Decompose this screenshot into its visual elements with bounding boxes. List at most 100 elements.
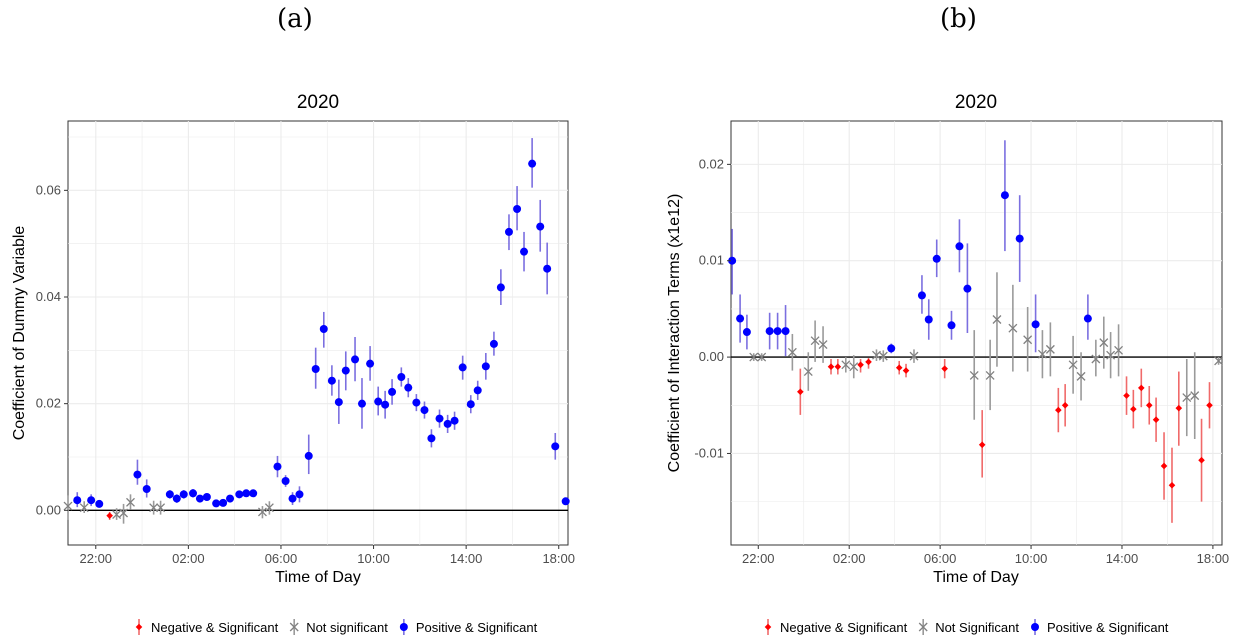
data-point — [466, 400, 475, 409]
data-point — [73, 496, 82, 505]
data-point — [374, 397, 383, 406]
data-point — [1091, 354, 1101, 364]
x-tick-label: 14:00 — [450, 551, 483, 566]
data-point — [841, 360, 851, 370]
x-tick-label: 14:00 — [1106, 551, 1139, 566]
x-tick-label: 10:00 — [1015, 551, 1048, 566]
data-point — [388, 387, 397, 396]
data-point — [133, 470, 142, 479]
y-axis-label-b: Coefficient of Interaction Terms (x1e12) — [666, 194, 683, 473]
y-tick-label: 0.02 — [699, 156, 724, 171]
ticks-b: 22:00 02:00 06:00 10:00 14:00 18:00 -0.01 0.00 0… — [694, 156, 1229, 566]
data-point — [1175, 404, 1183, 412]
data-point — [473, 386, 482, 395]
data-point — [179, 490, 188, 499]
data-point — [63, 501, 73, 511]
data-point — [955, 242, 964, 251]
data-point — [235, 490, 244, 499]
y-tick-label: 0.00 — [699, 349, 724, 364]
data-point — [1106, 350, 1116, 360]
data-point — [742, 328, 751, 337]
data-point — [257, 507, 267, 517]
data-point — [106, 512, 113, 519]
data-point — [226, 494, 235, 503]
data-point — [156, 503, 166, 513]
x-tick-label: 18:00 — [542, 551, 575, 566]
chart-title-a: 2020 — [297, 92, 339, 113]
legend-b: Negative & Significant Not Significant Pos… — [764, 619, 1169, 635]
data-point — [481, 362, 490, 371]
data-point — [1182, 393, 1192, 403]
data-point — [404, 383, 413, 392]
y-tick-label: 0.02 — [36, 396, 61, 411]
x-tick-label: 18:00 — [1197, 551, 1230, 566]
plot-area-b — [730, 120, 1223, 546]
marks-a — [63, 138, 570, 524]
data-point — [381, 400, 390, 409]
data-point — [978, 441, 986, 449]
marks-b — [728, 140, 1224, 523]
data-point — [865, 358, 872, 366]
legend-label: Not significant — [306, 620, 388, 635]
data-point — [757, 352, 767, 362]
data-point — [334, 398, 343, 407]
data-point — [1055, 406, 1062, 414]
data-point — [1152, 416, 1160, 424]
legend-label: Positive & Significant — [416, 620, 538, 635]
data-point — [917, 291, 926, 300]
data-point — [319, 325, 328, 333]
data-point — [412, 398, 421, 407]
legend-label: Positive & Significant — [1047, 620, 1169, 635]
data-point — [264, 503, 274, 513]
data-point — [341, 366, 350, 375]
chart-panel-b: 22:00 02:00 06:00 10:00 14:00 18:00 -0.01 0.00 0… — [666, 92, 1229, 635]
y-tick-label: 0.04 — [36, 289, 61, 304]
data-point — [947, 321, 956, 330]
data-point — [985, 370, 995, 380]
x-tick-label: 02:00 — [833, 551, 866, 566]
data-point — [797, 388, 804, 396]
data-point — [941, 365, 948, 372]
data-point — [1145, 401, 1153, 409]
data-point — [932, 254, 941, 263]
data-point — [902, 367, 910, 374]
data-point — [1000, 191, 1009, 200]
data-point — [765, 327, 774, 336]
data-point — [773, 327, 782, 336]
data-point — [357, 399, 366, 408]
x-tick-label: 22:00 — [80, 551, 113, 566]
ticks-a: 22:00 02:00 06:00 10:00 14:00 18:00 0.00 0.02 0.… — [36, 182, 575, 566]
data-point — [202, 493, 211, 501]
data-point — [1083, 314, 1092, 323]
data-point — [536, 222, 545, 231]
data-point — [1160, 462, 1168, 470]
x-tick-label: 06:00 — [924, 551, 957, 566]
data-point — [803, 367, 813, 377]
data-point — [1138, 384, 1145, 392]
data-point — [1168, 481, 1176, 489]
x-tick-label: 02:00 — [172, 551, 205, 566]
data-point — [969, 370, 979, 380]
data-point — [728, 256, 737, 265]
data-point — [1045, 344, 1055, 354]
data-point — [1031, 320, 1040, 329]
x-tick-label: 10:00 — [357, 551, 390, 566]
data-point — [295, 490, 304, 499]
data-point — [435, 414, 444, 423]
data-point — [281, 477, 290, 485]
data-point — [212, 499, 221, 508]
data-point — [242, 489, 251, 498]
data-point — [288, 494, 297, 503]
data-point — [172, 494, 181, 503]
data-point — [1076, 371, 1086, 381]
data-point — [787, 347, 797, 357]
data-point — [834, 363, 842, 371]
y-tick-label: 0.01 — [699, 253, 724, 268]
x-axis-label-a: Time of Day — [275, 569, 361, 586]
data-point — [142, 485, 151, 493]
y-tick-label: -0.01 — [694, 445, 724, 460]
data-point — [1190, 391, 1200, 401]
data-point — [1130, 405, 1137, 413]
legend-label: Negative & Significant — [780, 620, 908, 635]
data-point — [427, 434, 436, 443]
